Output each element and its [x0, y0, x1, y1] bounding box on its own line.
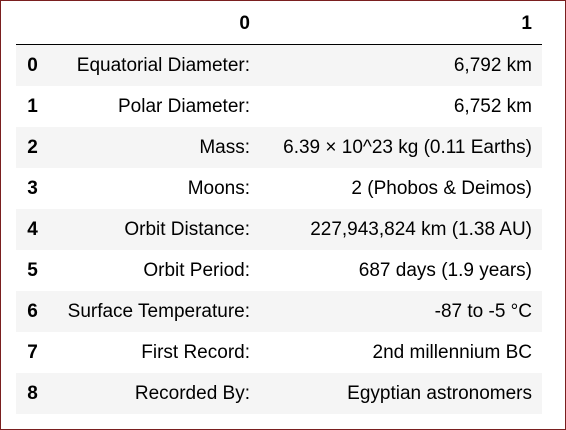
row-label: Orbit Period: [143, 260, 250, 281]
index-header [16, 3, 48, 45]
row-label: Equatorial Diameter: [76, 55, 250, 76]
column-header-0: 0 [48, 3, 260, 45]
row-value: -87 to -5 °C [434, 301, 532, 322]
dataframe-table: 0 1 0 Equatorial Diameter: 6,792 km 1 Po… [16, 3, 542, 414]
table-row: 4 Orbit Distance: 227,943,824 km (1.38 A… [16, 209, 542, 250]
row-value: 687 days (1.9 years) [358, 260, 532, 281]
row-label: Recorded By: [134, 383, 250, 404]
row-label: Mass: [199, 137, 250, 158]
row-index: 8 [27, 383, 38, 404]
table-row: 7 First Record: 2nd millennium BC [16, 332, 542, 373]
table-row: 1 Polar Diameter: 6,752 km [16, 86, 542, 127]
row-value: 6,752 km [453, 96, 532, 117]
row-value: 2nd millennium BC [372, 342, 532, 363]
row-value: Egyptian astronomers [347, 383, 532, 404]
row-index: 2 [27, 137, 38, 158]
row-value: 6.39 × 10^23 kg (0.11 Earths) [283, 137, 532, 158]
table-row: 0 Equatorial Diameter: 6,792 km [16, 44, 542, 86]
row-value: 227,943,824 km (1.38 AU) [310, 219, 532, 240]
table-header: 0 1 [16, 3, 542, 45]
table-row: 8 Recorded By: Egyptian astronomers [16, 373, 542, 414]
header-row: 0 1 [16, 3, 542, 45]
row-index: 1 [27, 96, 38, 117]
table-row: 3 Moons: 2 (Phobos & Deimos) [16, 168, 542, 209]
row-index: 5 [27, 260, 38, 281]
row-index: 7 [27, 342, 38, 363]
row-value: 2 (Phobos & Deimos) [351, 178, 532, 199]
table-row: 5 Orbit Period: 687 days (1.9 years) [16, 250, 542, 291]
row-index: 6 [27, 301, 38, 322]
row-label: Orbit Distance: [124, 219, 250, 240]
table-row: 6 Surface Temperature: -87 to -5 °C [16, 291, 542, 332]
table-body: 0 Equatorial Diameter: 6,792 km 1 Polar … [16, 44, 542, 414]
row-index: 4 [27, 219, 38, 240]
row-index: 3 [27, 178, 38, 199]
column-header-1: 1 [260, 3, 542, 45]
row-label: Polar Diameter: [118, 96, 250, 117]
row-label: Surface Temperature: [67, 301, 250, 322]
row-label: First Record: [141, 342, 250, 363]
table-row: 2 Mass: 6.39 × 10^23 kg (0.11 Earths) [16, 127, 542, 168]
row-label: Moons: [187, 178, 250, 199]
row-value: 6,792 km [453, 55, 532, 76]
row-index: 0 [27, 55, 38, 76]
